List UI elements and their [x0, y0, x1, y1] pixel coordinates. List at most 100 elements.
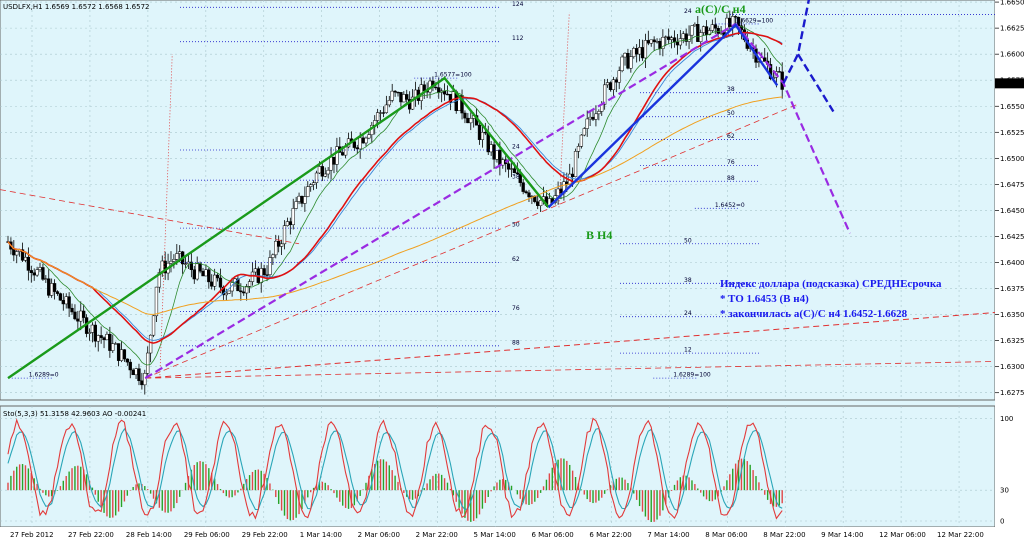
candle-body — [303, 196, 307, 204]
candle-body — [381, 112, 386, 114]
candle-body — [79, 310, 83, 322]
ao-bar — [228, 490, 230, 498]
candle-body — [469, 118, 473, 124]
candle-body — [632, 48, 636, 57]
ao-bar — [487, 490, 489, 497]
candle-body — [643, 40, 648, 59]
ao-bar — [676, 480, 679, 491]
ao-bar — [516, 490, 519, 495]
ao-bar — [537, 490, 539, 498]
ao-bar — [566, 460, 568, 491]
candle-body — [140, 380, 144, 386]
candle-body — [143, 373, 147, 386]
candle-body — [201, 270, 205, 277]
candle-body — [661, 36, 665, 49]
candle-body — [288, 221, 292, 226]
candle-body — [274, 240, 278, 256]
ao-bar — [120, 490, 123, 508]
ao-bar — [208, 468, 210, 491]
fib-level-label: 76 — [512, 305, 520, 312]
candle-body — [777, 71, 781, 73]
ao-bar — [705, 490, 708, 500]
candle-body — [178, 251, 182, 254]
wave-blue-line — [547, 23, 779, 209]
ao-bar — [342, 490, 344, 506]
ao-bar — [234, 490, 236, 496]
y-tick-label: 1.6275 — [1000, 389, 1024, 397]
candle-body — [678, 38, 682, 46]
candle-body — [699, 32, 703, 42]
ao-bar — [766, 490, 769, 500]
candle-body — [210, 281, 214, 287]
ao-bar — [717, 490, 719, 497]
candle-body — [696, 24, 700, 42]
y-tick-label: 1.6425 — [1000, 233, 1024, 241]
ao-bar — [353, 490, 356, 506]
candle-body — [311, 182, 316, 185]
ao-bar — [708, 490, 711, 502]
x-tick-label: 7 Mar 14:00 — [647, 531, 689, 539]
ao-bar — [173, 490, 175, 509]
candle-body — [128, 361, 132, 371]
ao-bar — [740, 458, 743, 491]
candle-body — [306, 186, 310, 197]
ao-bar — [18, 464, 21, 491]
ao-bar — [295, 490, 297, 518]
candle-body — [361, 137, 365, 144]
candle-body — [146, 352, 150, 374]
ao-bar — [237, 490, 239, 493]
ao-bar — [199, 461, 201, 491]
ao-bar — [275, 490, 277, 498]
ao-bar — [650, 490, 652, 522]
x-tick-label: 29 Feb 06:00 — [184, 531, 230, 539]
candle-body — [506, 163, 511, 170]
candle-body — [710, 24, 714, 31]
ao-bar — [158, 490, 161, 508]
ao-bar — [347, 490, 350, 509]
ma-green-line — [7, 26, 783, 366]
ao-bar — [379, 459, 382, 491]
ao-bar — [222, 490, 225, 494]
ao-bar — [321, 481, 324, 491]
ma-red-line — [7, 31, 783, 344]
candle-body — [384, 104, 389, 113]
ao-bar — [502, 478, 504, 491]
candle-body — [664, 36, 668, 38]
ao-bar — [490, 490, 492, 492]
candle-body — [297, 195, 301, 202]
annotation-line: Индекс доллара (подсказка) СРЕДНЕсрочка — [720, 278, 942, 290]
ao-bar — [333, 490, 335, 494]
ao-bar — [734, 463, 737, 491]
candle-body — [655, 41, 659, 43]
candle-body — [96, 335, 100, 342]
candle-body — [591, 116, 595, 120]
candle-body — [492, 144, 496, 160]
ao-bar — [702, 490, 705, 497]
ao-bar — [388, 465, 390, 491]
ao-bar — [324, 482, 326, 491]
ao-bar — [603, 490, 606, 494]
ma-orange-line — [7, 96, 783, 315]
x-tick-label: 27 Feb 22:00 — [68, 531, 114, 539]
fib-level-label: 24 — [684, 8, 692, 15]
ao-bar — [569, 464, 571, 491]
candle-body — [463, 112, 467, 119]
candle-body — [629, 56, 633, 69]
ao-bar — [574, 477, 577, 491]
ao-bar — [621, 477, 623, 491]
candle-body — [108, 333, 112, 351]
candle-body — [521, 182, 525, 192]
x-tick-label: 5 Mar 14:00 — [474, 531, 516, 539]
ao-bar — [711, 490, 714, 502]
candle-body — [102, 337, 106, 341]
candle-body — [227, 290, 231, 294]
ao-bar — [7, 482, 9, 491]
x-tick-label: 28 Feb 14:00 — [126, 531, 172, 539]
candle-body — [105, 333, 109, 341]
candle-body — [637, 47, 642, 55]
candle-body — [690, 25, 694, 36]
ao-bar — [571, 470, 574, 491]
fib-level-label: 50 — [727, 110, 735, 117]
candle-body — [175, 253, 179, 260]
